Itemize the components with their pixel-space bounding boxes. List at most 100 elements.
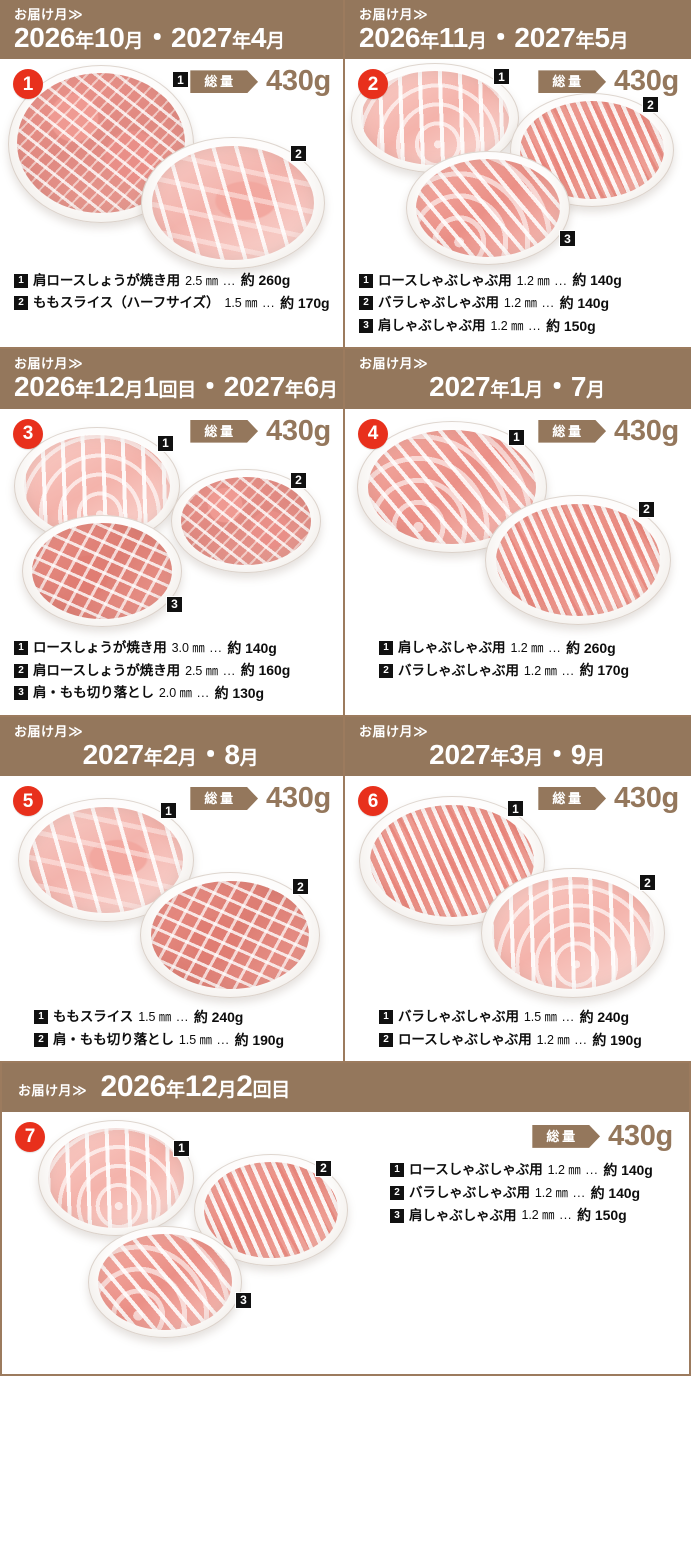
item-name: バラしゃぶしゃぶ用 bbox=[409, 1184, 530, 1200]
item-dots: ... bbox=[548, 640, 562, 655]
meat-shoulder-shabu bbox=[98, 1233, 232, 1330]
item-dots: ... bbox=[223, 663, 236, 678]
item-weight: 約 150g bbox=[577, 1207, 627, 1224]
item-dots: ... bbox=[585, 1163, 599, 1178]
plate-1 bbox=[38, 1119, 194, 1236]
total-weight-badge-3: 総量 430g bbox=[190, 414, 331, 447]
item-weight: 約 150g bbox=[546, 317, 596, 334]
item-number: 1 bbox=[390, 1163, 404, 1178]
set-number-badge-6: 6 bbox=[358, 786, 388, 817]
delivery-month-kicker: お届け月≫ bbox=[359, 6, 681, 23]
item-thickness: 2.5 ㎜ bbox=[185, 663, 219, 678]
panel-header-3: お届け月≫ 2026年12月1回目・2027年6月 bbox=[0, 349, 343, 409]
photo-tag-3: 3 bbox=[235, 1291, 252, 1309]
total-weight-badge-1: 総量 430g bbox=[190, 67, 331, 96]
chevron-right-icon: ≫ bbox=[72, 1081, 87, 1098]
item-number: 2 bbox=[14, 296, 28, 311]
panel-body-6: 6 総量 430g 1 2 bbox=[345, 776, 691, 1061]
item-name: バラしゃぶしゃぶ用 bbox=[398, 662, 519, 678]
item-thickness: 1.2 ㎜ bbox=[503, 296, 537, 311]
kicker-label: お届け月 bbox=[18, 1082, 73, 1098]
panel-body-3: 3 総量 430g 1 2 bbox=[0, 409, 343, 715]
total-label: 総量 bbox=[538, 787, 606, 810]
item-dots: ... bbox=[223, 273, 236, 288]
item-thickness: 1.2 ㎜ bbox=[523, 663, 557, 678]
kicker-label: お届け月 bbox=[14, 7, 69, 22]
item-name: バラしゃぶしゃぶ用 bbox=[398, 1009, 519, 1025]
list-item: 2 ロースしゃぶしゃぶ用 1.2 ㎜ ... 約 190g bbox=[379, 1029, 681, 1052]
plate-3 bbox=[406, 151, 570, 266]
panel-body-4: 4 総量 430g 1 2 bbox=[345, 409, 691, 692]
kicker-label: お届け月 bbox=[359, 7, 414, 22]
total-weight-badge-7: 総量 430g bbox=[532, 1121, 673, 1151]
item-thickness: 1.2 ㎜ bbox=[534, 1185, 568, 1200]
item-name: ももスライス（ハーフサイズ） bbox=[33, 295, 220, 311]
set-number-badge-4: 4 bbox=[358, 418, 388, 449]
item-weight: 約 240g bbox=[193, 1009, 244, 1026]
list-item: 2 肩・もも切り落とし 1.5 ㎜ ... 約 190g bbox=[34, 1029, 333, 1052]
set-number-badge-2: 2 bbox=[358, 69, 388, 100]
item-weight: 約 170g bbox=[280, 295, 330, 311]
total-label: 総量 bbox=[538, 420, 606, 443]
total-weight-badge-6: 総量 430g bbox=[538, 784, 679, 813]
chevron-right-icon: ≫ bbox=[68, 355, 83, 372]
meat-belly-shabu bbox=[204, 1161, 338, 1258]
panel-header-2: お届け月≫ 2026年11月・2027年5月 bbox=[345, 0, 691, 60]
item-name: ロースしゃぶしゃぶ用 bbox=[409, 1162, 543, 1178]
panel-title-1: 2026年10月・2027年4月 bbox=[14, 21, 285, 53]
total-value: 430g bbox=[266, 414, 331, 447]
product-photo-group-3: 1 2 3 bbox=[0, 409, 343, 637]
plate-3 bbox=[22, 514, 182, 627]
meat-shoulder-shabu bbox=[416, 159, 560, 258]
photo-tag-1: 1 bbox=[160, 802, 177, 820]
item-number: 2 bbox=[379, 1033, 393, 1048]
panel-body-1: 1 総量 430g 1 2 bbox=[0, 59, 343, 324]
plate-rim bbox=[141, 137, 325, 270]
plate-rim bbox=[481, 868, 665, 999]
plate-rim bbox=[359, 796, 545, 927]
item-thickness: 1.2 ㎜ bbox=[547, 1163, 581, 1178]
plate-2 bbox=[485, 494, 671, 625]
photo-tag-3: 3 bbox=[559, 230, 576, 248]
delivery-month-kicker: お届け月≫ bbox=[359, 723, 681, 740]
panel-title-4: 2027年1月・7月 bbox=[429, 371, 605, 403]
item-list-6: 1 バラしゃぶしゃぶ用 1.5 ㎜ ... 約 240g 2 ロースしゃぶしゃぶ… bbox=[345, 1006, 691, 1061]
total-weight-badge-2: 総量 430g bbox=[538, 67, 679, 96]
item-dots: ... bbox=[559, 1208, 573, 1223]
item-dots: ... bbox=[554, 273, 568, 288]
plate-rim bbox=[357, 420, 547, 553]
item-thickness: 2.0 ㎜ bbox=[158, 686, 192, 701]
item-dots: ... bbox=[561, 1010, 575, 1025]
panel-title-3: 2026年12月1回目・2027年6月 bbox=[14, 371, 338, 403]
plate-rim bbox=[510, 93, 674, 208]
total-weight-badge-5: 総量 430g bbox=[190, 784, 331, 813]
item-name: ももスライス bbox=[53, 1009, 134, 1025]
list-item: 3 肩しゃぶしゃぶ用 1.2 ㎜ ... 約 150g bbox=[390, 1204, 653, 1227]
chevron-right-icon: ≫ bbox=[68, 722, 83, 739]
item-weight: 約 140g bbox=[590, 1184, 640, 1201]
total-value: 430g bbox=[614, 782, 679, 815]
panel-title-5: 2027年2月・8月 bbox=[82, 738, 259, 770]
item-dots: ... bbox=[209, 640, 223, 655]
item-weight: 約 240g bbox=[579, 1009, 629, 1026]
plate-rim bbox=[406, 151, 570, 266]
total-label: 総量 bbox=[532, 1125, 600, 1148]
panel-header-7: お届け月≫ 2026年12月2回目 bbox=[2, 1063, 689, 1112]
item-name: 肩しゃぶしゃぶ用 bbox=[378, 318, 486, 334]
delivery-month-kicker: お届け月≫ bbox=[18, 1081, 87, 1099]
item-thickness: 2.5 ㎜ bbox=[185, 273, 219, 288]
meat-loin-shabu bbox=[492, 877, 654, 990]
kicker-label: お届け月 bbox=[359, 356, 414, 372]
set-number-badge-3: 3 bbox=[13, 418, 43, 449]
plate-3 bbox=[88, 1225, 242, 1338]
item-thickness: 1.2 ㎜ bbox=[536, 1032, 570, 1047]
photo-tag-1: 1 bbox=[508, 428, 525, 446]
plate-rim bbox=[22, 514, 182, 627]
item-weight: 約 140g bbox=[572, 272, 622, 289]
list-item: 1 ロースしゃぶしゃぶ用 1.2 ㎜ ... 約 140g bbox=[390, 1159, 653, 1182]
item-dots: ... bbox=[574, 1032, 588, 1047]
panel-header-6: お届け月≫ 2027年3月・9月 bbox=[345, 716, 691, 777]
item-list-2: 1 ロースしゃぶしゃぶ用 1.2 ㎜ ... 約 140g 2 バラしゃぶしゃぶ… bbox=[345, 269, 691, 347]
item-number: 1 bbox=[34, 1010, 48, 1025]
